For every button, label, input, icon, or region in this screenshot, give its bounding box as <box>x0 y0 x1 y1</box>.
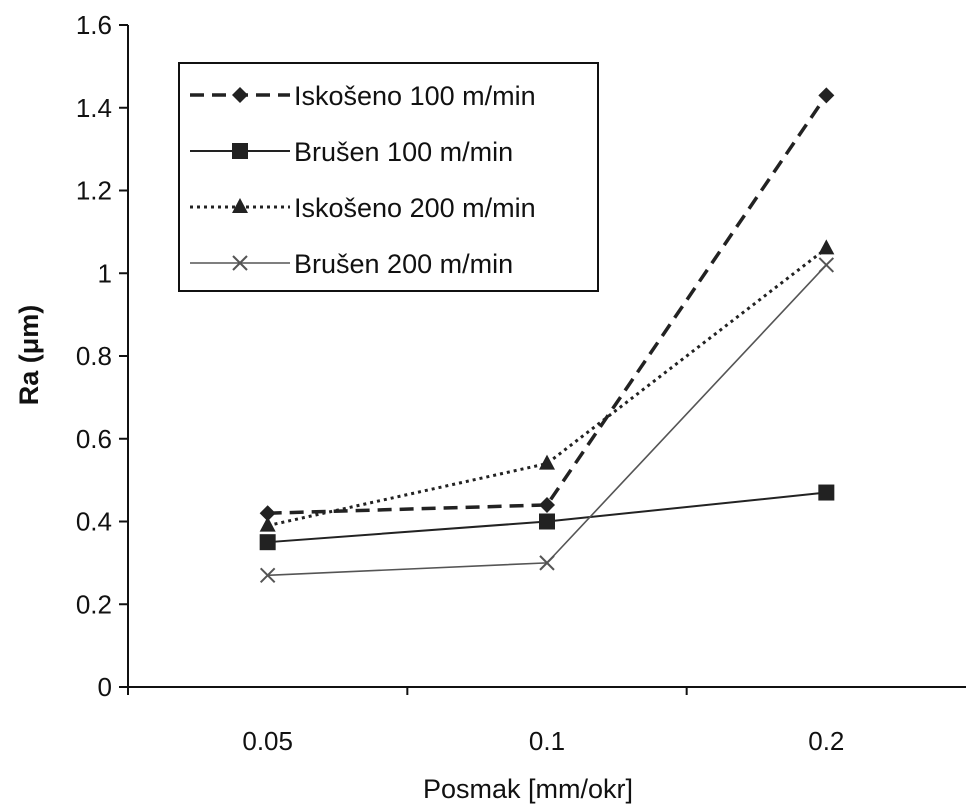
y-tick-label: 0.4 <box>76 507 112 537</box>
y-tick-label: 0 <box>98 672 112 702</box>
data-point-x <box>232 255 248 271</box>
data-point-square <box>259 534 276 551</box>
series-4 <box>259 257 835 583</box>
legend: Iskošeno 100 m/min Brušen 100 m/min Iskoše… <box>178 62 599 292</box>
data-point-x <box>259 567 276 583</box>
data-point-square <box>539 513 555 530</box>
legend-label: Brušen 200 m/min <box>294 249 513 279</box>
legend-label: Iskošeno 100 m/min <box>294 81 536 111</box>
data-point-x <box>539 555 555 571</box>
data-point-diamond <box>232 87 248 103</box>
x-tick-label: 0.1 <box>529 726 565 756</box>
y-tick-label: 0.2 <box>76 589 112 619</box>
y-axis-title: Ra (μm) <box>14 305 44 406</box>
data-point-diamond <box>259 505 276 522</box>
y-tick-label: 0.8 <box>76 341 112 371</box>
series-layer <box>259 87 835 583</box>
series-3 <box>259 239 835 532</box>
data-point-x <box>818 257 835 273</box>
data-point-square <box>818 484 835 501</box>
data-point-triangle <box>539 454 555 470</box>
x-tick-label: 0.05 <box>242 726 293 756</box>
data-point-diamond <box>818 87 835 104</box>
legend-entry-1: Iskošeno 100 m/min <box>190 81 536 111</box>
axes: 0 0.2 0.4 0.6 0.8 1 1.2 1.4 1.6 0.05 0.1 0.2 <box>76 10 966 756</box>
legend-entry-4: Brušen 200 m/min <box>190 249 513 279</box>
legend-box <box>178 62 599 292</box>
legend-label: Brušen 100 m/min <box>294 137 513 167</box>
y-tick-label: 0.6 <box>76 424 112 454</box>
x-stroke <box>539 555 555 571</box>
legend-entry-3: Iskošeno 200 m/min <box>190 193 536 223</box>
x-stroke <box>232 255 248 271</box>
y-tick-label: 1.6 <box>76 10 112 40</box>
data-point-triangle <box>818 239 835 255</box>
legend-label: Iskošeno 200 m/min <box>294 193 536 223</box>
x-tick-label: 0.2 <box>808 726 844 756</box>
legend-entry-2: Brušen 100 m/min <box>190 137 513 167</box>
y-tick-label: 1.2 <box>76 176 112 206</box>
y-tick-label: 1 <box>98 258 112 288</box>
data-point-triangle <box>232 198 248 213</box>
y-tick-label: 1.4 <box>76 93 112 123</box>
x-stroke <box>818 257 835 273</box>
series-1 <box>259 87 835 522</box>
data-point-square <box>232 143 248 159</box>
x-axis-title: Posmak [mm/okr] <box>423 774 633 804</box>
data-point-triangle <box>259 516 276 532</box>
x-stroke <box>259 567 276 583</box>
series-2 <box>259 484 835 551</box>
series-line <box>267 94 828 515</box>
data-point-diamond <box>539 496 555 513</box>
